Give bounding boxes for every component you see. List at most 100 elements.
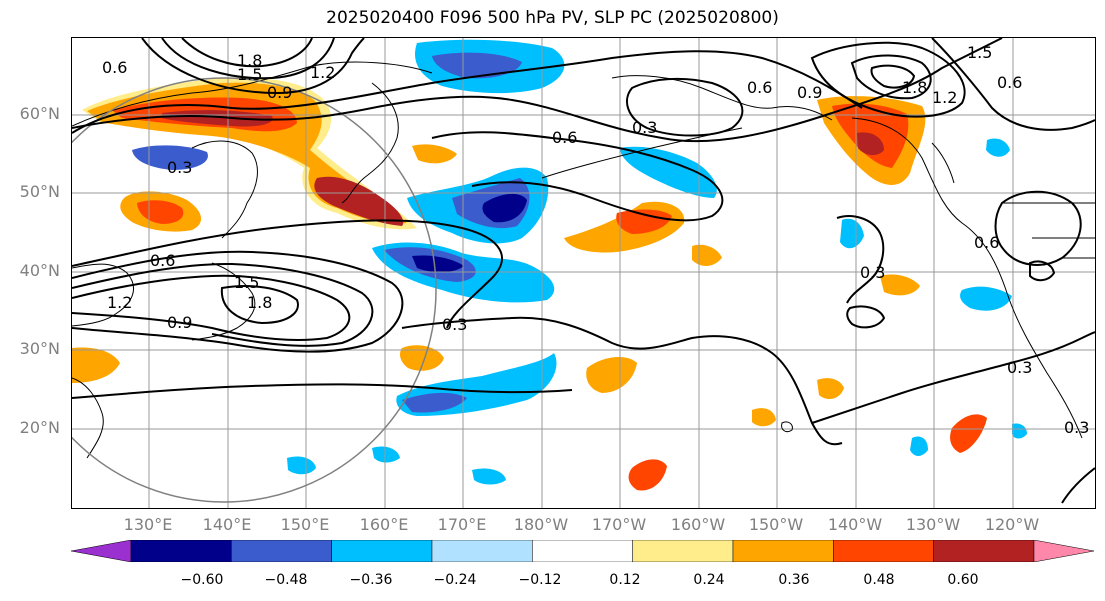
pv-positive-region-small-2	[586, 356, 637, 393]
contour-label: 0.3	[1064, 418, 1089, 437]
slp-contour-pac-nw-loop	[994, 190, 1082, 266]
contour-label: 0.9	[267, 83, 292, 102]
slp-contour-0-3-south	[72, 383, 573, 399]
contour-label: 0.6	[102, 58, 127, 77]
slp-contour-small-loop-1	[836, 215, 885, 304]
contour-label: 1.2	[310, 63, 335, 82]
pv-negative-region-gulf-small	[620, 146, 717, 198]
contour-label: 1.8	[237, 51, 262, 70]
contour-label: 0.6	[997, 73, 1022, 92]
lon-label-170e: 170°E	[437, 515, 487, 534]
lon-label-140e: 140°E	[202, 515, 252, 534]
slp-contour-west-high-2	[72, 262, 374, 347]
pv-negative-region-small-a	[986, 138, 1010, 157]
colorbar-segment	[632, 539, 734, 563]
pv-positive-region-small-9	[752, 408, 776, 427]
colorbar-tick: 0.60	[947, 572, 979, 588]
slp-contour-south-tail	[1061, 467, 1095, 504]
lat-label-20n: 20°N	[19, 418, 60, 437]
contour-label: 0.3	[632, 118, 657, 137]
slp-contour-high-east-inner-2	[870, 64, 916, 89]
slp-contour-small-loop-2	[846, 305, 886, 329]
coastline-japan	[191, 262, 256, 341]
slp-contour-0-6-mid	[431, 131, 724, 222]
contour-label: 1.8	[902, 78, 927, 97]
colorbar-tick: −0.24	[433, 572, 477, 588]
contour-label: 0.3	[442, 315, 467, 334]
pv-negative-region-small-d	[372, 446, 400, 463]
pv-positive-region-small-8	[817, 378, 844, 400]
pv-positive-shading	[72, 77, 987, 491]
lon-label-150e: 150°E	[280, 515, 330, 534]
colorbar-tick: 0.24	[693, 572, 725, 588]
lon-label-140w: 140°W	[827, 515, 883, 534]
coastline-kamchatka	[341, 82, 399, 204]
colorbar-segment	[833, 539, 934, 563]
pv-positive-region-small-4	[950, 414, 987, 453]
pv-negative-region-west-pacific-navy	[412, 255, 464, 273]
coastline-north-america	[851, 117, 1083, 439]
lat-label-50n: 50°N	[19, 182, 60, 201]
contour-label: 0.6	[150, 251, 175, 270]
colorbar-extend-min	[70, 539, 132, 563]
slp-contour-1-8-north	[181, 38, 313, 68]
lon-label-180w: 180°W	[513, 515, 569, 534]
colorbar-segment	[532, 539, 633, 563]
pv-positive-region-small-11	[692, 244, 722, 265]
coastline-asia-north	[72, 61, 433, 127]
lon-label-170w: 170°W	[591, 515, 647, 534]
slp-contour-0-6-north	[72, 38, 1003, 143]
lat-label-40n: 40°N	[19, 261, 60, 280]
colorbar-tick: −0.60	[180, 572, 224, 588]
coastline-hawaii	[781, 421, 793, 433]
pv-positive-region-small-5	[72, 347, 120, 383]
lon-label-150w: 150°W	[748, 515, 804, 534]
pv-positive-region-kamchatka-darkred	[162, 110, 273, 127]
slp-contour-east-band	[931, 38, 1095, 131]
slp-contours	[72, 38, 1095, 504]
map-panel: 0.6 1.8 1.5 1.2 0.9 0.6 0.9 0.3 0.6 1.5 …	[71, 37, 1096, 509]
contour-label: 1.5	[237, 65, 262, 84]
colorbar-segments	[70, 539, 1095, 563]
slp-contour-high-east-inner-1	[850, 54, 932, 100]
lat-lon-grid	[72, 38, 1095, 508]
contour-label: 1.5	[234, 273, 259, 292]
slp-contour-west-high-1	[72, 274, 351, 341]
coastline-okhotsk	[191, 140, 258, 239]
contour-label: 1.8	[247, 293, 272, 312]
contour-label: 1.2	[107, 293, 132, 312]
pv-negative-region-subtropical-blue	[402, 392, 467, 413]
pv-positive-region-gulf-of-alaska-darkred	[857, 132, 884, 156]
colorbar-tick: 0.12	[609, 572, 641, 588]
colorbar-svg	[70, 539, 1095, 563]
lat-label-60n: 60°N	[19, 104, 60, 123]
pv-positive-region-central-pacific-red	[616, 209, 672, 234]
colorbar-tick: 0.36	[778, 572, 810, 588]
colorbar-segment	[732, 539, 834, 563]
map-title: 2025020400 F096 500 hPa PV, SLP PC (2025…	[326, 8, 779, 28]
slp-contour-0-3-west	[72, 219, 503, 329]
slp-contour-0-3-mid	[401, 316, 843, 446]
contour-label: 1.5	[967, 43, 992, 62]
pv-negative-region-north-pacific-blue	[432, 52, 522, 79]
slp-contour-high-east	[810, 41, 966, 118]
slp-contour-small-loop-3	[1029, 260, 1056, 282]
contour-label: 0.6	[974, 233, 999, 252]
coastline-us-states-border	[1002, 202, 1095, 259]
slp-contour-west-high-3	[72, 250, 404, 353]
pv-positive-region-sakhalin	[314, 176, 404, 226]
pv-negative-region-pacific-nw	[960, 286, 1012, 311]
slp-contour-0-3-east	[811, 331, 1095, 424]
pv-negative-region-okhotsk	[132, 145, 208, 170]
colorbar	[70, 539, 1095, 563]
lon-label-130e: 130°E	[123, 515, 173, 534]
pv-positive-region-small-10	[412, 144, 457, 164]
coastline-alaska	[611, 75, 833, 121]
slp-contour-1-5-north	[161, 38, 335, 80]
colorbar-tick: −0.48	[264, 572, 308, 588]
pv-negative-region-small-b	[840, 218, 864, 249]
pv-positive-region-small-3	[628, 459, 667, 491]
lon-label-120w: 120°W	[984, 515, 1040, 534]
contour-label: 0.6	[747, 78, 772, 97]
map-canvas: 0.6 1.8 1.5 1.2 0.9 0.6 0.9 0.3 0.6 1.5 …	[72, 38, 1095, 508]
